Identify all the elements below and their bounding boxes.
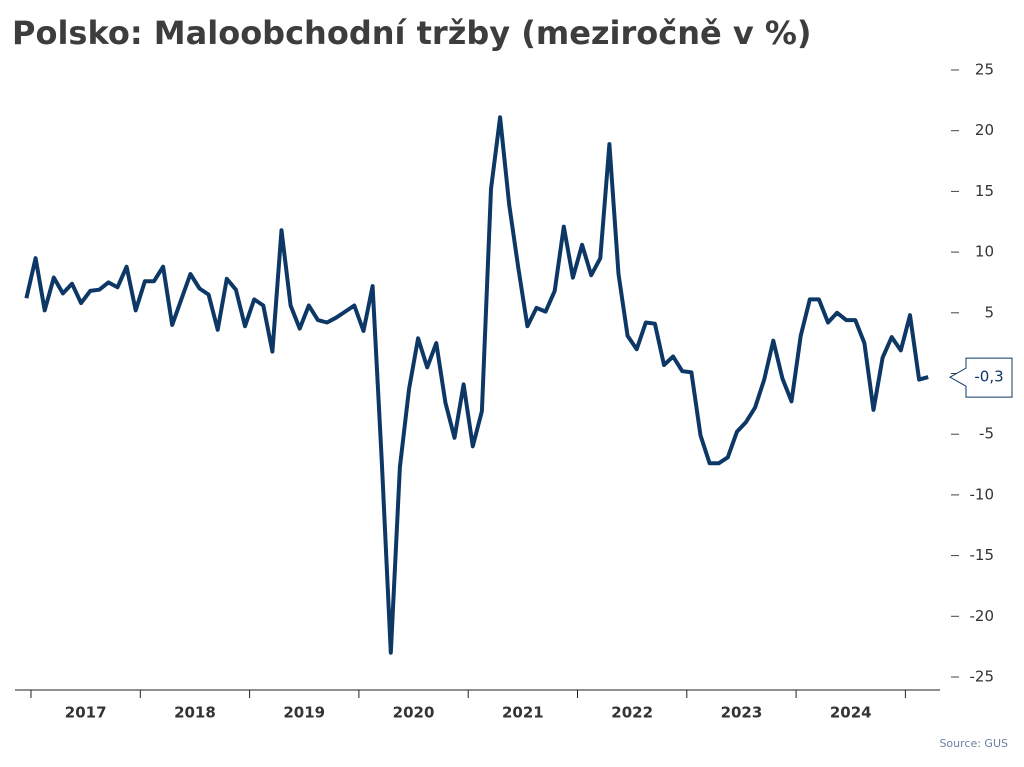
y-tick-label: -5 <box>979 425 994 443</box>
y-tick-label: -25 <box>970 668 995 686</box>
chart-title: Polsko: Maloobchodní tržby (meziročně v … <box>12 14 812 52</box>
x-tick-label: 2018 <box>174 704 216 722</box>
y-tick-label: 10 <box>975 243 994 261</box>
x-tick-label: 2022 <box>611 704 653 722</box>
source-note: Source: GUS <box>939 737 1008 750</box>
x-tick-label: 2017 <box>65 704 107 722</box>
y-tick-label: -20 <box>970 607 995 625</box>
x-tick-label: 2023 <box>721 704 763 722</box>
x-tick-label: 2020 <box>393 704 435 722</box>
y-tick-label: -15 <box>970 546 995 564</box>
y-tick-label: 15 <box>975 182 994 200</box>
y-tick-label: 5 <box>984 303 994 321</box>
data-line <box>24 115 929 655</box>
x-tick-label: 2024 <box>830 704 872 722</box>
y-tick-label: -10 <box>970 485 995 503</box>
x-tick-label: 2019 <box>283 704 325 722</box>
x-tick-label: 2021 <box>502 704 544 722</box>
y-tick-label: 20 <box>975 121 994 139</box>
y-tick-label: 25 <box>975 61 994 79</box>
value-label: -0,3 <box>974 368 1003 386</box>
value-callout <box>948 357 1013 398</box>
